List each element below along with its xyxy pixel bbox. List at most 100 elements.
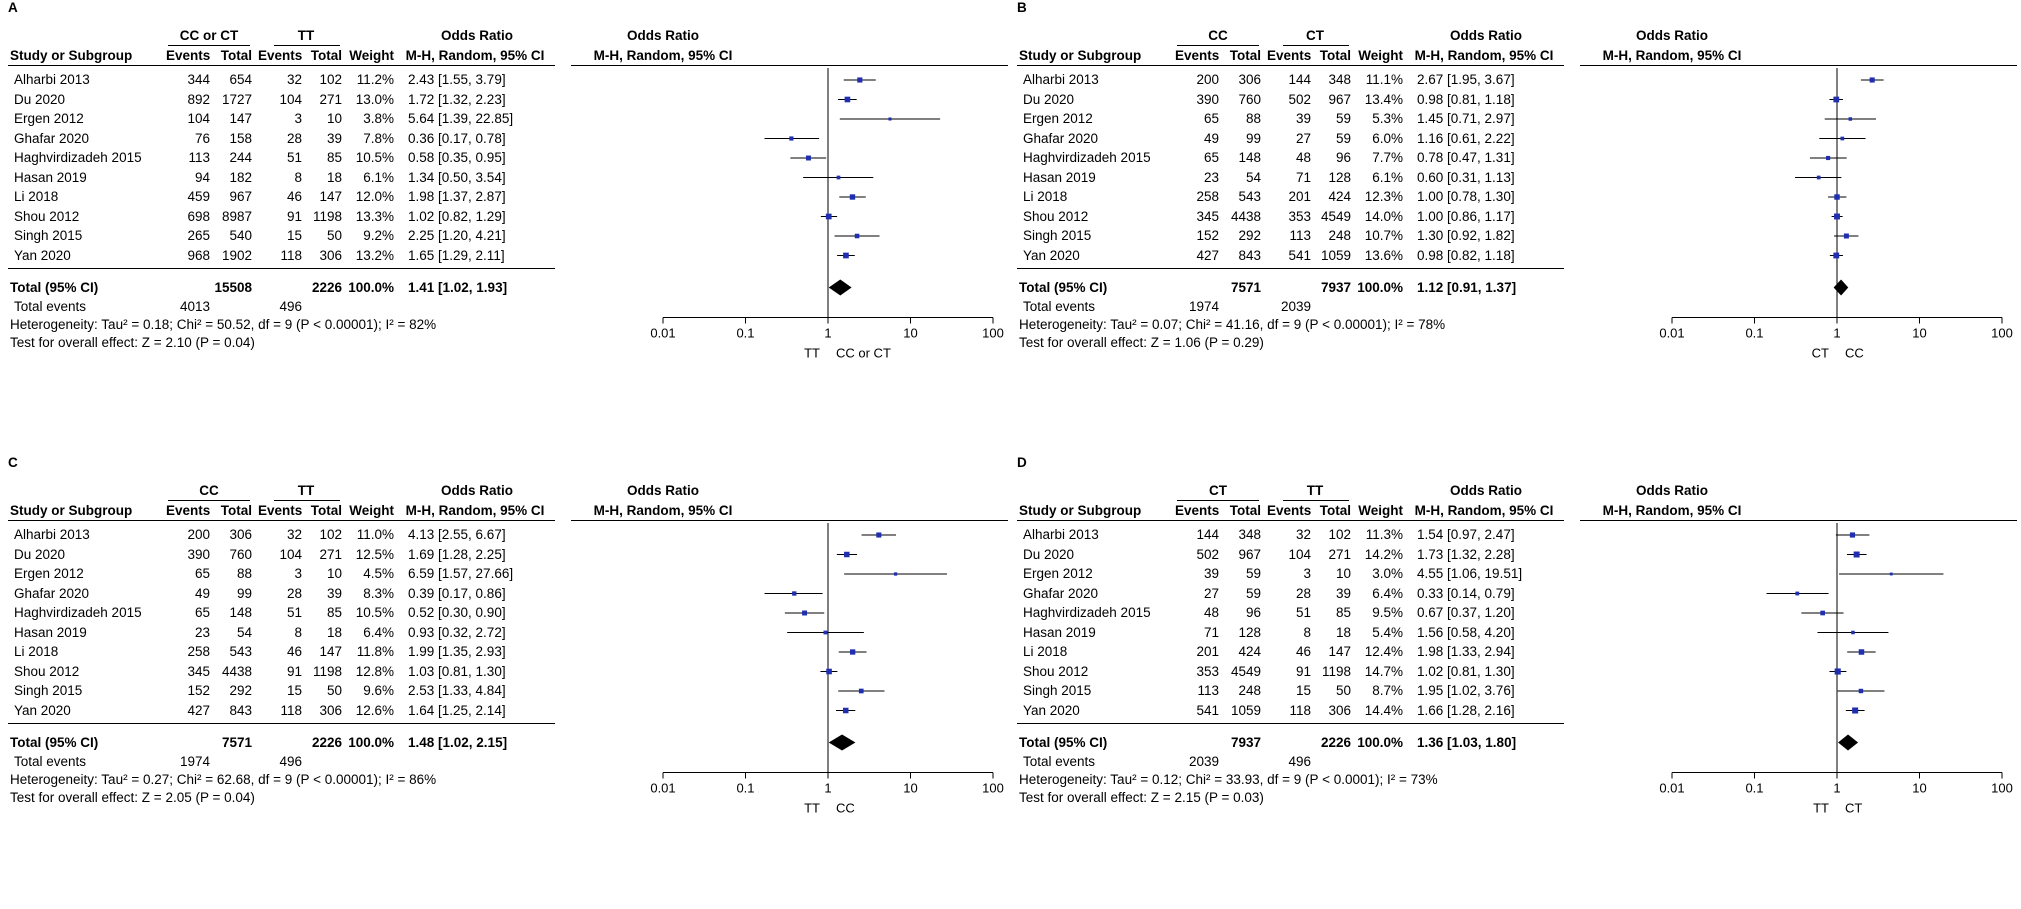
study-total1: 843	[229, 702, 252, 718]
study-odds-ratio: 0.58 [0.35, 0.95]	[408, 150, 506, 165]
study-total1: 654	[229, 72, 252, 87]
study-odds-ratio: 2.67 [1.95, 3.67]	[1417, 72, 1515, 87]
study-events2: 113	[1289, 228, 1311, 243]
study-total2: 50	[1335, 683, 1351, 698]
study-odds-ratio: 4.13 [2.55, 6.67]	[408, 527, 506, 542]
study-weight: 9.2%	[363, 228, 394, 243]
weight-header: Weight	[349, 48, 394, 63]
study-total2: 1198	[312, 208, 342, 224]
study-total1: 967	[229, 189, 252, 204]
total-label: Total (95% CI)	[10, 734, 99, 750]
pooled-estimate-diamond	[828, 279, 852, 296]
group2-underline	[1283, 500, 1349, 501]
study-point-square	[857, 77, 863, 83]
header-rule	[8, 520, 555, 521]
method-header: M-H, Random, 95% CI	[1414, 48, 1554, 63]
study-events2: 48	[1295, 150, 1311, 165]
study-point-square	[1849, 532, 1856, 538]
study-events2: 46	[286, 644, 302, 659]
study-total1: 158	[229, 130, 252, 146]
events1-header: Events	[1175, 48, 1220, 63]
study-events2: 3	[294, 566, 302, 581]
study-total1: 1727	[221, 91, 252, 107]
study-events1: 265	[187, 228, 210, 243]
study-events2: 541	[1288, 247, 1311, 263]
study-weight: 11.2%	[356, 72, 394, 87]
odds-ratio-plot-header: Odds Ratio	[1635, 483, 1708, 498]
study-total1: 54	[236, 624, 252, 640]
study-total2: 128	[1328, 169, 1351, 185]
method-plot-header: M-H, Random, 95% CI	[1602, 48, 1742, 63]
study-name: Ghafar 2020	[14, 130, 90, 146]
x-tick-label: 0.01	[650, 781, 675, 796]
favours-left-label: TT	[804, 346, 820, 361]
method-plot-header: M-H, Random, 95% CI	[1602, 503, 1742, 518]
study-events1: 94	[194, 169, 210, 185]
study-weight: 7.7%	[1372, 150, 1403, 165]
study-total1: 96	[1245, 605, 1261, 620]
study-events1: 113	[1197, 683, 1219, 698]
favours-left-label: TT	[804, 801, 820, 816]
study-events1: 48	[1203, 605, 1219, 620]
pooled-estimate-diamond	[1838, 734, 1859, 751]
study-odds-ratio: 5.64 [1.39, 22.85]	[408, 111, 514, 126]
study-events1: 459	[187, 189, 210, 204]
study-events2: 104	[279, 91, 302, 107]
study-weight: 11.0%	[356, 527, 394, 542]
study-odds-ratio: 1.56 [0.58, 4.20]	[1417, 624, 1515, 640]
study-events2: 118	[280, 247, 302, 263]
study-events2: 28	[286, 130, 302, 146]
x-tick-label: 100	[1991, 326, 2013, 341]
x-tick-label: 100	[1991, 781, 2013, 796]
study-total2: 59	[1335, 111, 1351, 126]
group1-label: CT	[1209, 483, 1227, 498]
study-name: Du 2020	[1023, 91, 1075, 107]
study-events1: 152	[187, 683, 210, 698]
total2-header: Total	[310, 503, 342, 518]
study-point-square	[806, 155, 811, 161]
study-point-square	[844, 96, 851, 103]
study-name: Ergen 2012	[1023, 566, 1093, 581]
total-weight: 100.0%	[348, 734, 394, 750]
odds-ratio-plot-header: Odds Ratio	[626, 483, 699, 498]
study-events2: 3	[1303, 566, 1311, 581]
study-point-square	[1889, 572, 1893, 576]
study-point-square	[1843, 233, 1849, 239]
study-total2: 39	[326, 130, 342, 146]
method-header: M-H, Random, 95% CI	[405, 503, 545, 518]
favours-right-label: CC or CT	[836, 346, 891, 361]
study-total2: 424	[1328, 189, 1351, 204]
total-n2: 2226	[1320, 734, 1351, 750]
study-total2: 348	[1328, 72, 1351, 87]
study-name: Ghafar 2020	[1023, 130, 1099, 146]
heterogeneity-text: Heterogeneity: Tau² = 0.12; Chi² = 33.93…	[1019, 771, 1438, 787]
study-total1: 540	[229, 228, 252, 243]
total2-header: Total	[310, 48, 342, 63]
total1-header: Total	[220, 503, 252, 518]
study-point-square	[876, 532, 882, 538]
odds-ratio-header: Odds Ratio	[440, 483, 513, 498]
study-odds-ratio: 1.99 [1.35, 2.93]	[408, 644, 506, 659]
study-name: Haghvirdizadeh 2015	[14, 150, 142, 165]
study-weight: 6.1%	[363, 169, 394, 185]
total-odds-ratio: 1.36 [1.03, 1.80]	[1417, 734, 1517, 750]
study-total2: 4549	[1320, 208, 1351, 224]
study-point-square	[888, 117, 892, 121]
study-total2: 147	[1328, 644, 1351, 659]
study-events2: 353	[1288, 208, 1311, 224]
overall-effect-text: Test for overall effect: Z = 1.06 (P = 0…	[1019, 334, 1264, 350]
study-point-square	[1833, 252, 1840, 259]
study-total1: 99	[1245, 130, 1261, 146]
study-name: Yan 2020	[14, 247, 71, 263]
weight-header: Weight	[1358, 48, 1403, 63]
table-bottom-rule	[1017, 722, 1564, 724]
study-name: Hasan 2019	[1023, 624, 1096, 640]
group1-underline	[168, 45, 250, 46]
plot-header-rule	[1580, 520, 2017, 521]
x-tick-label: 0.01	[1659, 326, 1684, 341]
study-events1: 65	[1203, 150, 1219, 165]
study-total1: 148	[229, 605, 252, 620]
study-total2: 10	[326, 566, 342, 581]
study-point-square	[792, 591, 797, 596]
plot-header-rule	[1580, 65, 2017, 66]
